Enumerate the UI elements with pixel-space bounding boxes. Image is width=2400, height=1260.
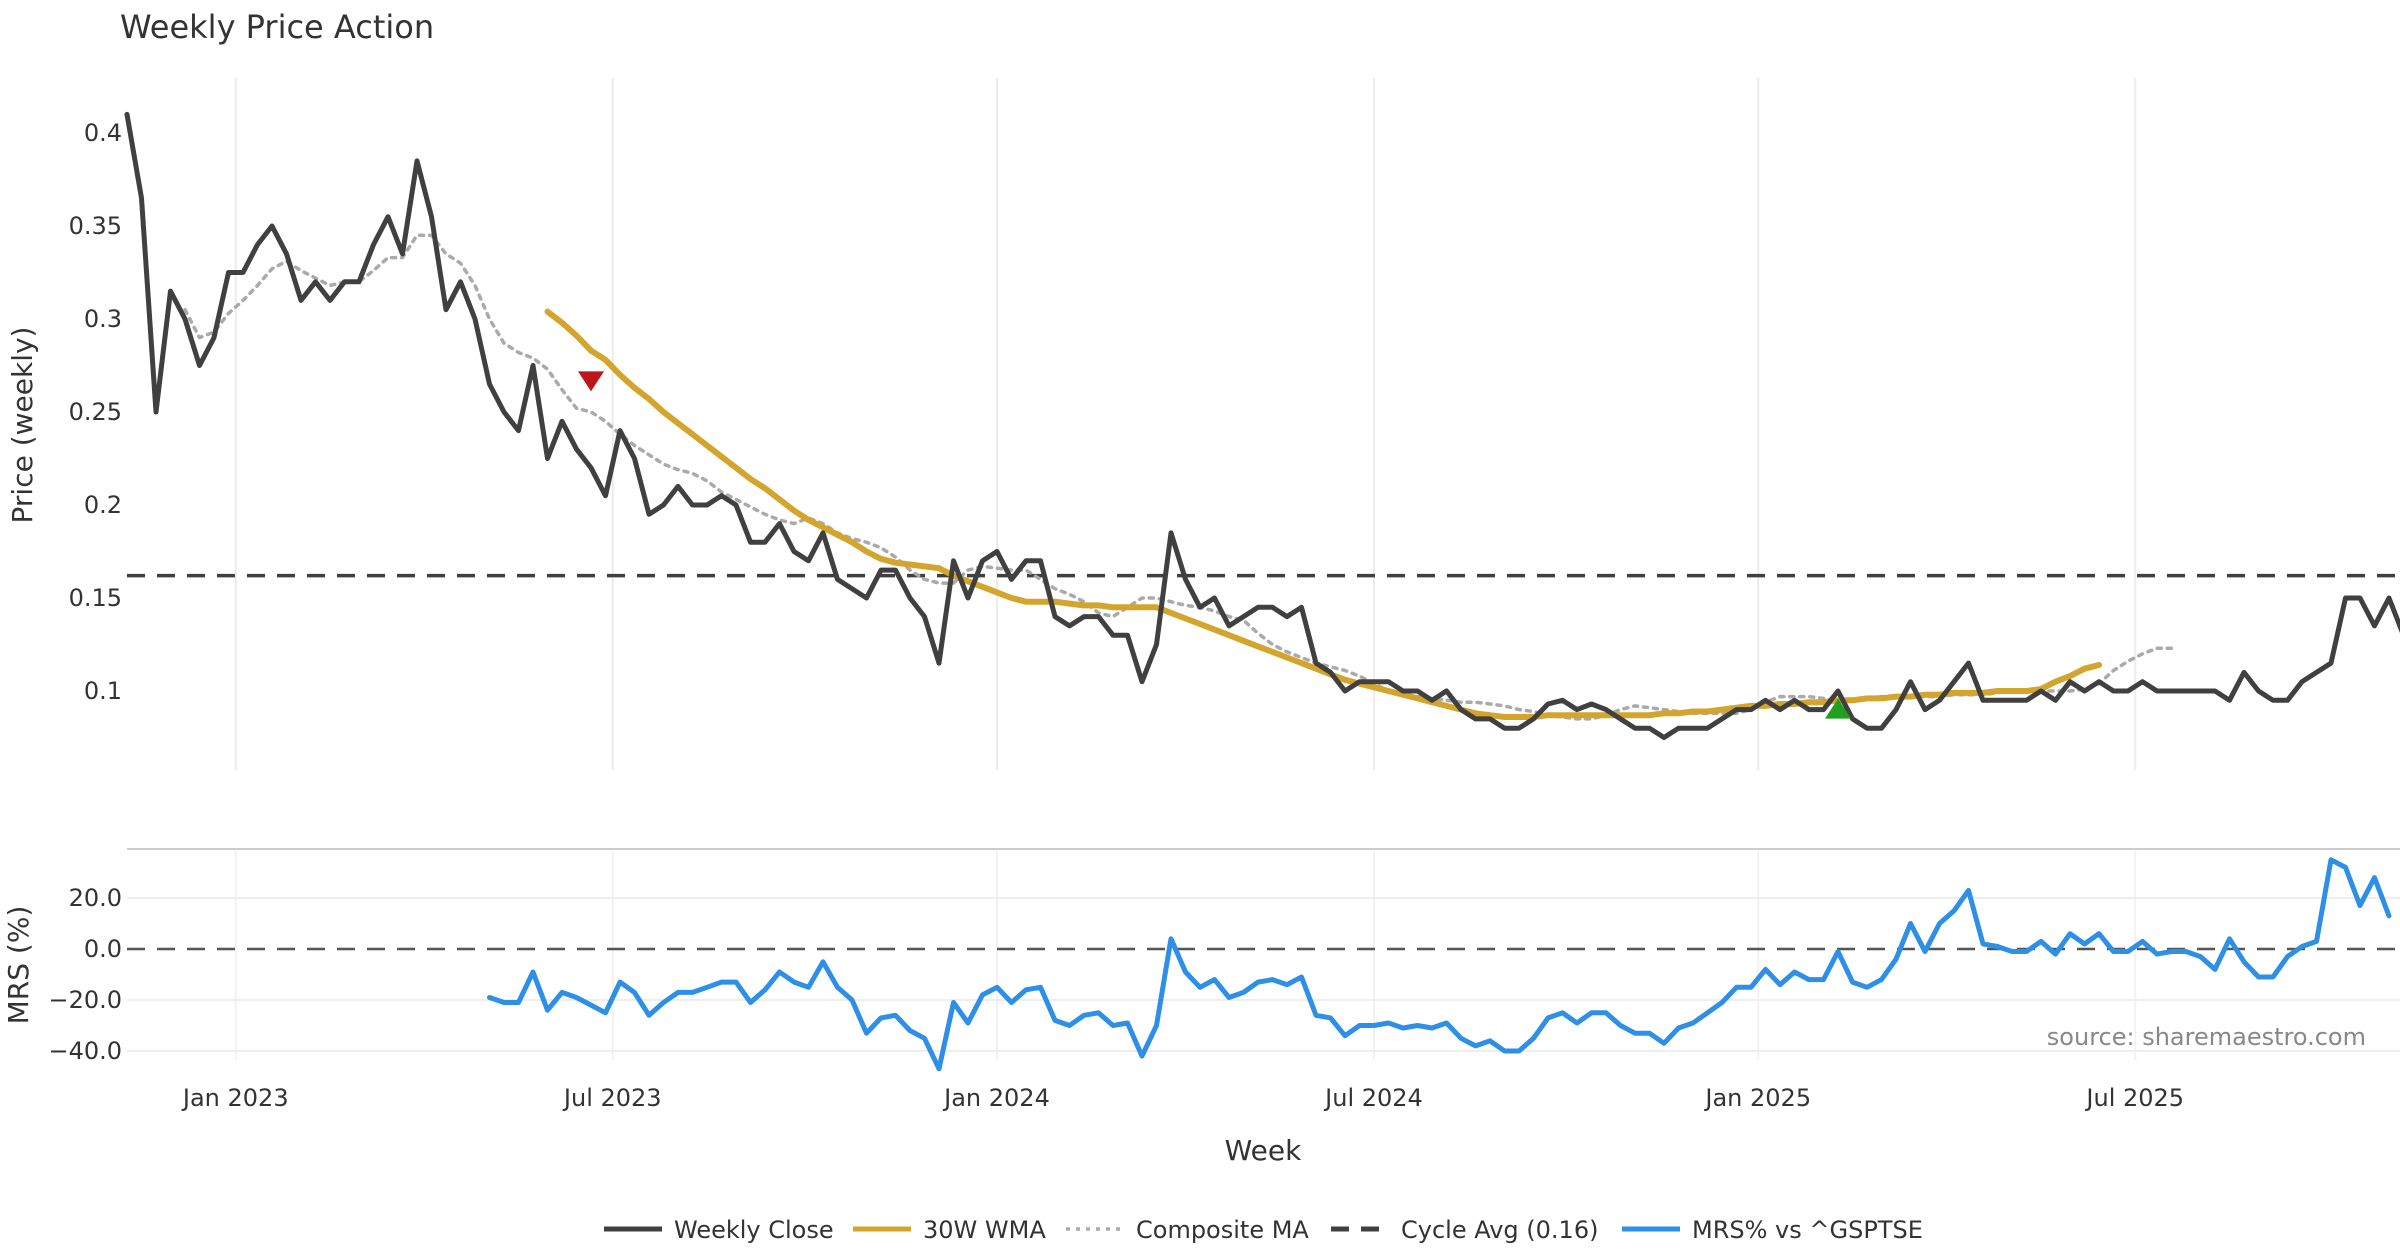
x-tick-label: Jul 2025: [2084, 1084, 2184, 1112]
price-y-tick-label: 0.4: [84, 119, 122, 147]
source-annotation: source: sharemaestro.com: [2047, 1023, 2366, 1051]
mrs-y-tick-label: 0.0: [84, 935, 122, 963]
price-panel-gridlines: [234, 78, 2137, 770]
mrs-line: [487, 857, 2392, 1072]
price-axis-label: Price (weekly): [6, 327, 39, 524]
x-tick-label: Jan 2025: [1703, 1084, 1811, 1112]
legend-label: Weekly Close: [674, 1216, 834, 1244]
price-y-tick-label: 0.1: [84, 677, 122, 705]
weekly-close-line: [124, 111, 2400, 740]
x-tick-label: Jan 2024: [942, 1084, 1050, 1112]
chart-title: Weekly Price Action: [120, 8, 434, 46]
price-y-tick-label: 0.25: [69, 398, 122, 426]
legend-label: Cycle Avg (0.16): [1401, 1216, 1598, 1244]
x-axis-label: Week: [1225, 1134, 1302, 1167]
price-y-tick-label: 0.2: [84, 491, 122, 519]
mrs-series: [487, 857, 2392, 1072]
price-series: [124, 111, 2400, 740]
legend-label: MRS% vs ^GSPTSE: [1692, 1216, 1923, 1244]
chart-legend: Weekly Close 30W WMA Composite MA Cycle Avg…: [604, 1216, 1923, 1244]
mrs-axis-label: MRS (%): [2, 906, 35, 1025]
price-y-tick-label: 0.15: [69, 584, 122, 612]
x-tick-label: Jul 2023: [562, 1084, 662, 1112]
x-tick-label: Jul 2024: [1323, 1084, 1423, 1112]
x-tick-label: Jan 2023: [181, 1084, 289, 1112]
price-y-tick-label: 0.35: [69, 212, 122, 240]
price-y-tick-label: 0.3: [84, 305, 122, 333]
signal-markers: [578, 371, 1851, 719]
legend-label: Composite MA: [1136, 1216, 1309, 1244]
legend-label: 30W WMA: [923, 1216, 1046, 1244]
price-y-ticks: 0.1 0.15 0.2 0.25 0.3 0.35 0.4: [69, 119, 122, 705]
mrs-y-tick-label: −40.0: [48, 1037, 122, 1065]
mrs-y-ticks: 20.0 0.0 −20.0 −40.0: [48, 884, 122, 1065]
mrs-y-tick-label: 20.0: [69, 884, 122, 912]
mrs-y-tick-label: −20.0: [48, 986, 122, 1014]
x-axis-ticks: Jan 2023 Jul 2023 Jan 2024 Jul 2024 Jan 2025…: [181, 1084, 2184, 1112]
sell-marker: [578, 371, 604, 392]
buy-marker: [1825, 698, 1851, 719]
